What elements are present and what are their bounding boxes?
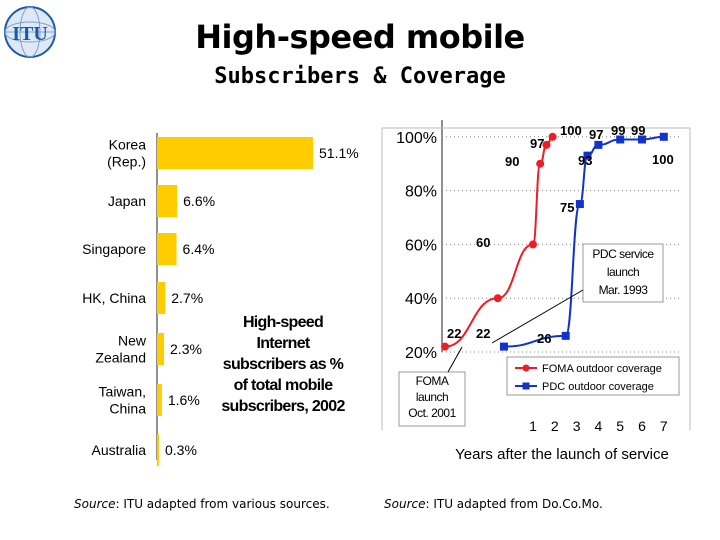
bar [157, 137, 313, 169]
left-source-text: : ITU adapted from various sources. [115, 497, 330, 511]
right-source-prefix: Source [384, 497, 426, 511]
bar-value-label: 51.1% [319, 145, 359, 161]
bar-value-label: 1.6% [168, 392, 200, 408]
bar [157, 333, 165, 365]
data-point [441, 342, 449, 351]
bar-chart-title: High-speed Internet subscribers as % of tot… [221, 314, 345, 415]
data-label: 26 [537, 331, 551, 346]
x-tick-label: 7 [660, 418, 668, 434]
bar-value-label: 6.6% [183, 193, 215, 209]
x-tick-label: 4 [595, 418, 603, 434]
bar-category-label: HK, China [82, 290, 146, 306]
y-tick-label: 40% [405, 291, 437, 308]
data-point [548, 132, 557, 141]
itu-logo: ITU [4, 6, 56, 58]
data-point [583, 151, 592, 160]
pdc-launch-box [582, 243, 664, 303]
data-point [561, 331, 570, 340]
logo-text: ITU [12, 23, 48, 45]
legend-box [506, 356, 680, 396]
legend-marker [522, 382, 530, 390]
left-source: Source: ITU adapted from various sources… [74, 497, 330, 511]
data-label: 22 [447, 326, 461, 341]
data-label: 100 [560, 123, 582, 138]
bar-category-label: Australia [92, 442, 147, 458]
data-label: 90 [505, 154, 519, 169]
y-tick-label: 20% [405, 345, 437, 362]
x-tick-label: 1 [529, 418, 537, 434]
x-tick-label: 6 [638, 418, 646, 434]
bar-category-label: Japan [108, 193, 146, 209]
bar [157, 185, 178, 217]
right-source-text: : ITU adapted from Do.Co.Mo. [425, 497, 603, 511]
bar-category-label: Taiwan, China [99, 384, 147, 417]
data-point [499, 342, 508, 351]
data-label: 97 [530, 136, 544, 151]
bar [157, 434, 159, 466]
data-point [594, 140, 603, 149]
series-line [444, 135, 553, 348]
pdc-launch-note: PDC service launch Mar. 1993 [592, 247, 654, 297]
callout-line [491, 289, 584, 344]
data-label: 99 [611, 123, 625, 138]
bar-value-label: 6.4% [183, 241, 215, 257]
left-source-prefix: Source [74, 497, 116, 511]
data-point [659, 132, 668, 141]
callout-line [447, 346, 463, 373]
y-tick-label: 60% [405, 237, 437, 254]
series-line [503, 135, 664, 348]
data-label: 60 [476, 235, 490, 250]
bar-category-label: Korea (Rep.) [107, 137, 146, 170]
y-tick-label: 100% [396, 130, 437, 147]
data-label: 97 [589, 127, 603, 142]
foma-launch-box [398, 371, 466, 427]
page-title: High-speed mobile [195, 18, 525, 56]
data-label: 75 [560, 200, 574, 215]
bar-value-label: 2.7% [171, 290, 203, 306]
data-label: 99 [631, 123, 645, 138]
legend-label: FOMA outdoor coverage [542, 363, 662, 375]
bar [157, 282, 166, 314]
data-point [529, 240, 537, 249]
bar [157, 233, 177, 265]
data-label: 93 [578, 153, 592, 168]
bar-category-label: New Zealand [95, 333, 146, 366]
legend-label: PDC outdoor coverage [542, 381, 654, 393]
foma-launch-note: FOMA launch Oct. 2001 [408, 374, 456, 420]
x-tick-label: 2 [551, 418, 559, 434]
data-point [616, 135, 625, 144]
x-tick-label: 5 [616, 418, 624, 434]
data-point [575, 200, 584, 209]
page-subtitle: Subscribers & Coverage [214, 64, 506, 89]
bar-value-label: 2.3% [170, 341, 202, 357]
data-point [536, 159, 545, 168]
data-point [542, 140, 551, 149]
right-source: Source: ITU adapted from Do.Co.Mo. [384, 497, 603, 511]
data-point [493, 294, 502, 303]
data-point [638, 135, 646, 144]
bar-value-label: 0.3% [165, 442, 197, 458]
data-label: 22 [476, 326, 490, 341]
bar-category-label: Singapore [82, 241, 146, 257]
x-axis-label: Years after the launch of service [455, 446, 669, 463]
data-label: 100 [652, 152, 674, 167]
bar [157, 384, 162, 416]
legend-marker [522, 364, 530, 372]
x-tick-label: 3 [573, 418, 581, 434]
y-tick-label: 80% [405, 184, 437, 201]
